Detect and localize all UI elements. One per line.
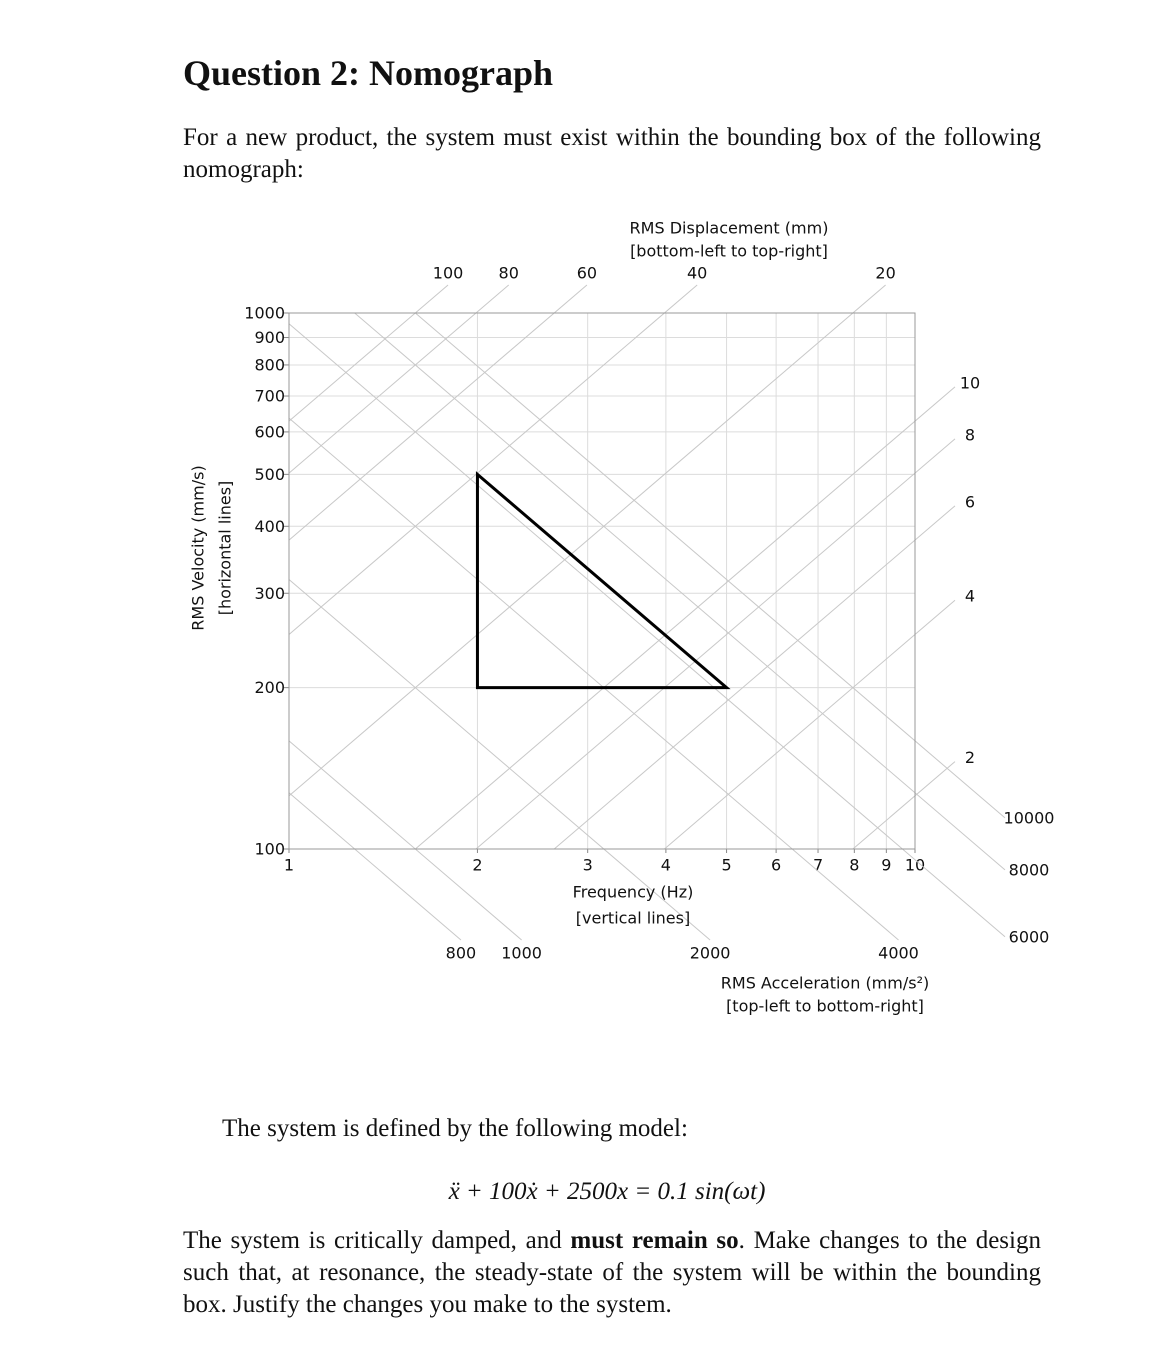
x-tick-label: 6	[771, 856, 781, 875]
x-tick-label: 4	[661, 856, 671, 875]
acceleration-label: 10000	[1004, 808, 1055, 827]
x-tick-label: 1	[284, 856, 294, 875]
acceleration-label: 4000	[878, 944, 919, 963]
plot-frame	[288, 312, 916, 850]
bounding-box	[475, 471, 731, 690]
acceleration-line	[288, 323, 1006, 938]
x-tick-label: 10	[905, 856, 925, 875]
displacement-line	[475, 438, 956, 850]
acceleration-line	[415, 312, 1006, 819]
acceleration-title: RMS Acceleration (mm/s²)	[721, 974, 929, 993]
x-tick-label: 9	[881, 856, 891, 875]
acceleration-label: 1000	[501, 944, 542, 963]
y-tick-label: 500	[254, 465, 285, 484]
displacement-line	[415, 386, 956, 850]
displacement-label: 80	[499, 264, 519, 283]
x-tick-label: 3	[583, 856, 593, 875]
displacement-label: 100	[433, 264, 464, 283]
y-tick-label: 800	[254, 355, 285, 374]
displacement-label: 10	[960, 373, 980, 392]
acceleration-label: 6000	[1009, 927, 1050, 946]
intro: For a new product, the system must exist…	[183, 124, 1041, 183]
closing-text: The system is critically damped, and	[183, 1227, 571, 1254]
displacement-title: [bottom-left to top-right]	[630, 242, 828, 261]
y-axis-title: RMS Velocity (mm/s)	[189, 465, 208, 630]
x-tick-label: 5	[721, 856, 731, 875]
displacement-line	[288, 284, 588, 541]
emphasis: must remain so	[570, 1227, 739, 1254]
displacement-line	[553, 505, 956, 850]
acceleration-title: [top-left to bottom-right]	[726, 997, 924, 1016]
displacement-label: 20	[875, 264, 895, 283]
displacement-label: 2	[965, 748, 975, 767]
acceleration-line	[354, 312, 1006, 871]
x-tick-label: 8	[849, 856, 859, 875]
x-axis-title: [vertical lines]	[576, 909, 690, 928]
y-tick-label: 100	[254, 840, 285, 859]
y-axis-title: [horizontal lines]	[216, 481, 235, 616]
y-tick-label: 300	[254, 584, 285, 603]
acceleration-label: 800	[446, 944, 477, 963]
y-tick-label: 900	[254, 328, 285, 347]
acceleration-line	[288, 740, 522, 941]
title: Question 2: Nomograph	[183, 53, 554, 93]
model-intro: The system is defined by the following m…	[222, 1115, 688, 1142]
displacement-line	[288, 284, 886, 797]
y-tick-label: 1000	[244, 304, 285, 323]
acceleration-line	[288, 792, 462, 941]
acceleration-label: 2000	[690, 944, 731, 963]
displacement-title: RMS Displacement (mm)	[630, 219, 829, 238]
displacement-line	[288, 284, 698, 635]
x-tick-label: 7	[813, 856, 823, 875]
displacement-label: 60	[577, 264, 597, 283]
displacement-line	[288, 284, 449, 422]
acceleration-label: 8000	[1009, 860, 1050, 879]
closing: The system is critically damped, and mus…	[183, 1225, 1041, 1321]
displacement-label: 8	[965, 425, 975, 444]
displacement-line	[288, 284, 510, 474]
y-tick-label: 200	[254, 678, 285, 697]
x-tick-label: 2	[472, 856, 482, 875]
y-tick-label: 600	[254, 422, 285, 441]
displacement-line	[664, 599, 956, 850]
displacement-line	[852, 761, 956, 850]
closing-text: . Make changes to the design such that, …	[183, 1227, 1041, 1318]
displacement-label: 4	[965, 587, 975, 606]
x-axis-title: Frequency (Hz)	[573, 883, 694, 902]
y-tick-label: 700	[254, 387, 285, 406]
displacement-label: 40	[687, 264, 707, 283]
equation: ẍ + 100ẋ + 2500x = 0.1 sin(ωt)	[448, 1178, 766, 1205]
y-tick-label: 400	[254, 517, 285, 536]
acceleration-line	[288, 417, 899, 941]
acceleration-line	[288, 579, 711, 941]
displacement-label: 6	[965, 492, 975, 511]
